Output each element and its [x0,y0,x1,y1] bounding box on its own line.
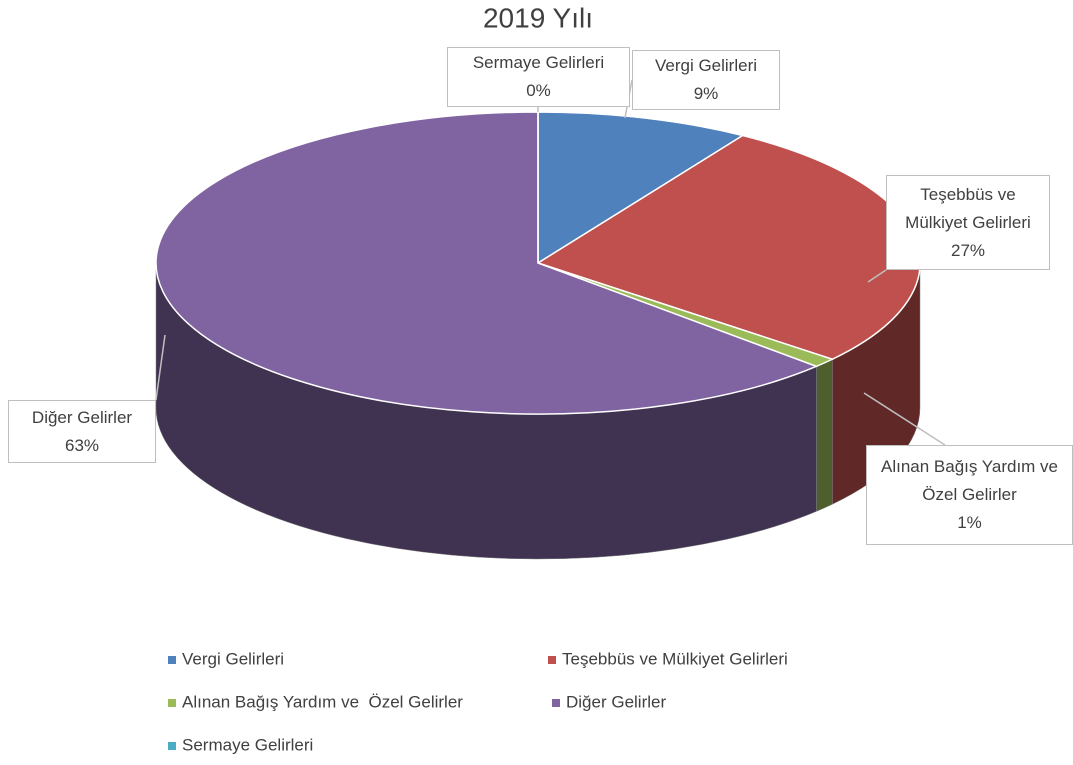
legend-swatch [168,742,176,750]
legend-swatch [168,699,176,707]
data-label-name: Diğer Gelirler [31,407,133,427]
legend-label: Alınan Bağış Yardım ve Özel Gelirler [182,692,463,711]
data-label-name: Sermaye Gelirleri [472,53,605,72]
legend-label: Diğer Gelirler [566,692,666,711]
legend-swatch [548,656,556,664]
pie-slice [155,111,819,415]
data-label-value: 0% [526,81,551,100]
data-label: Alınan Bağış Yardım ve Özel Gelirler 1% [866,445,1073,545]
data-label: Diğer Gelirler 63% [8,400,156,463]
data-label: Sermaye Gelirleri 0% [447,47,630,107]
data-label-value: 63% [64,435,100,455]
legend-swatch [552,699,560,707]
legend-label: Sermaye Gelirleri [182,735,313,754]
leader-line [155,334,166,401]
legend-swatch [168,656,176,664]
pie-slice [537,111,745,265]
chart-title: 2019 Yılı [483,2,593,33]
pie-side [816,358,833,512]
data-label-value: 27% [950,240,986,260]
leader-line [867,269,887,283]
data-label: Teşebbüs ve Mülkiyet Gelirleri 27% [886,175,1050,270]
data-label-name: Teşebbüs ve Mülkiyet Gelirleri [905,184,1031,232]
data-label: Vergi Gelirleri 9% [632,50,780,110]
leader-line [863,392,946,446]
data-label-value: 9% [693,84,719,103]
legend-label: Teşebbüs ve Mülkiyet Gelirleri [562,649,788,668]
data-label-name: Vergi Gelirleri [654,56,758,75]
legend-label: Vergi Gelirleri [182,649,284,668]
data-label-value: 1% [957,513,982,532]
data-label-name: Alınan Bağış Yardım ve Özel Gelirler [880,457,1068,504]
